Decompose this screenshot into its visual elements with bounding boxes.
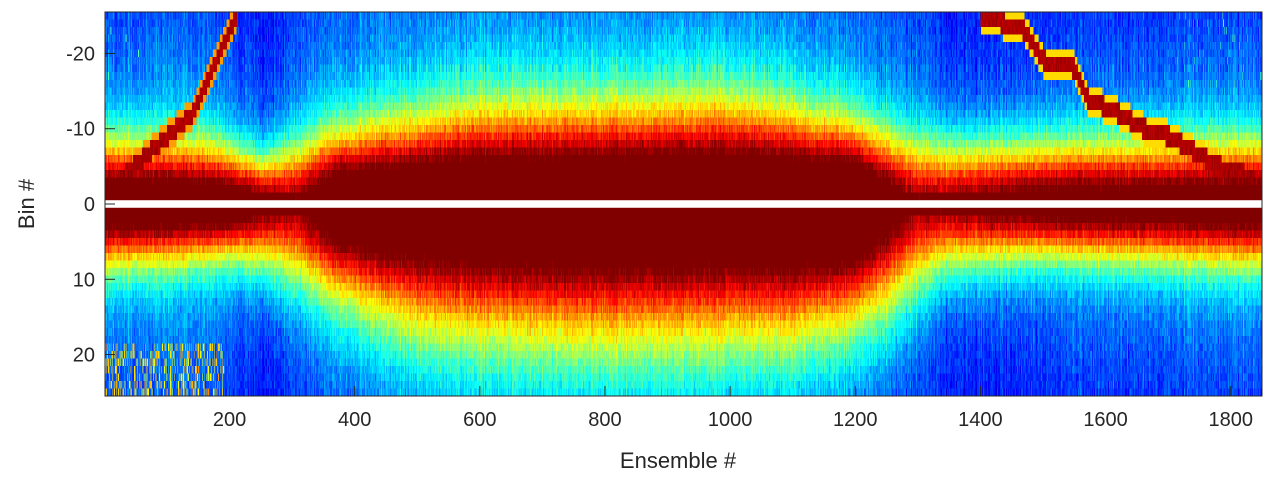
y-tick-label: 0: [84, 194, 95, 216]
y-tick-label: -20: [66, 43, 95, 65]
x-tick-label: 1600: [1083, 409, 1128, 431]
x-axis: 200 400 600 800 1000 1200 1400 1600 1800: [213, 386, 1253, 431]
x-tick-label: 400: [338, 409, 371, 431]
y-tick-label: 10: [73, 269, 95, 291]
x-axis-label: Ensemble #: [620, 448, 737, 473]
y-axis-label: Bin #: [14, 178, 39, 229]
x-tick-label: 1400: [958, 409, 1003, 431]
zero-bin-band: [105, 200, 1262, 208]
x-tick-label: 200: [213, 409, 246, 431]
x-tick-label: 1800: [1208, 409, 1253, 431]
y-tick-label: 20: [73, 345, 95, 367]
x-tick-label: 1200: [833, 409, 878, 431]
x-tick-label: 600: [463, 409, 496, 431]
x-tick-label: 1000: [708, 409, 753, 431]
zero-bin-line: [105, 200, 1262, 208]
y-axis: -20 -10 0 10 20: [66, 43, 115, 367]
y-tick-label: -10: [66, 119, 95, 141]
x-tick-label: 800: [588, 409, 621, 431]
